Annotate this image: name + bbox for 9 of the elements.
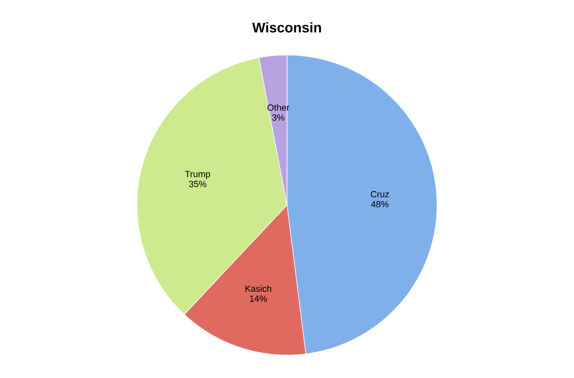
chart-title: Wisconsin (252, 22, 321, 32)
data-label: 3% (272, 114, 284, 121)
slice-label: Trump (185, 170, 210, 179)
slice-label: Kasich (246, 285, 272, 292)
slice-label: Other (267, 104, 290, 111)
slice-label: Cruz (370, 191, 389, 198)
data-label: 35% (189, 180, 206, 188)
data-label: 14% (250, 295, 267, 302)
data-label: 48% (371, 200, 388, 208)
